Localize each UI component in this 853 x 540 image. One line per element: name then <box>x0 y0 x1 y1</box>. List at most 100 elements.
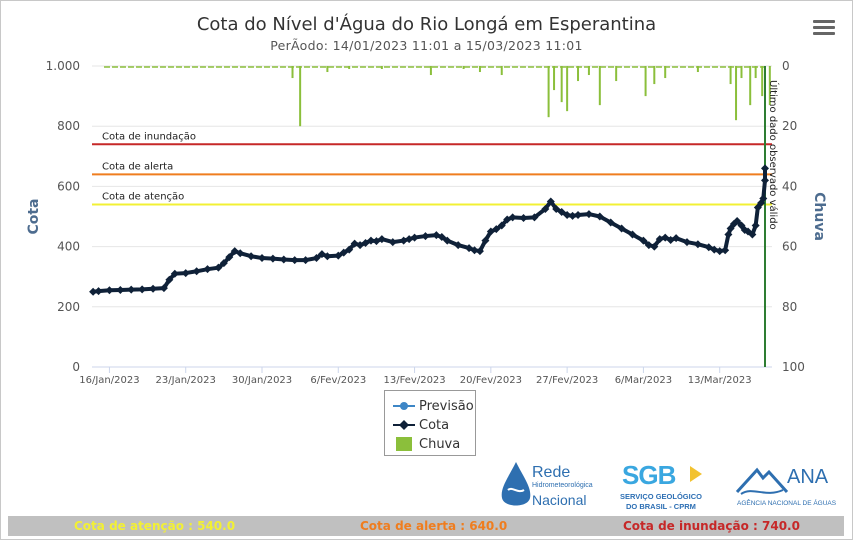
rain-bar <box>696 66 699 73</box>
rede-hidrometeorologica-logo: Rede Hidrometeorológica Nacional <box>498 460 608 512</box>
cota-point <box>470 246 479 255</box>
x-tick-label: 6/Fev/2023 <box>310 375 366 386</box>
legend-item-previsao[interactable]: Previsão <box>393 397 474 415</box>
cota-point <box>345 245 354 254</box>
legend-label-previsao: Previsão <box>419 398 474 414</box>
cota-point <box>733 217 742 226</box>
legend-symbol-previsao <box>393 399 415 413</box>
y2-tick-label: 100 <box>782 360 805 374</box>
cota-point <box>761 176 769 185</box>
cota-point <box>497 221 506 230</box>
rain-bar <box>768 66 771 106</box>
x-tick-label: 16/Jan/2023 <box>79 375 139 386</box>
cota-point <box>410 233 419 242</box>
cota-point <box>181 269 190 278</box>
x-tick-label: 23/Jan/2023 <box>156 375 216 386</box>
cota-point <box>214 263 223 272</box>
cota-point <box>617 224 626 233</box>
rain-bar <box>547 66 550 118</box>
cota-point <box>519 214 528 223</box>
ana-wave-icon <box>735 467 789 495</box>
y-tick-label: 0 <box>72 360 80 374</box>
rain-bar <box>429 66 432 76</box>
cota-point <box>454 241 463 250</box>
rain-bar <box>749 66 752 106</box>
cota-point <box>508 213 517 222</box>
cota-point <box>159 284 168 293</box>
cota-point <box>481 236 490 245</box>
rede-logo-line2: Hidrometeorológica <box>532 482 593 489</box>
threshold-label: Cota de alerta <box>102 161 173 172</box>
ana-logo: ANA AGÊNCIA NACIONAL DE ÁGUAS <box>735 462 837 512</box>
chart-subtitle: PerÃodo: 14/01/2023 11:01 a 15/03/2023 1… <box>270 38 583 53</box>
cota-point <box>149 284 158 293</box>
threshold-footer: Cota de atenção : 540.0 Cota de alerta :… <box>8 516 844 536</box>
cota-point <box>339 248 348 257</box>
cota-point <box>650 242 659 251</box>
legend-symbol-chuva <box>393 437 415 451</box>
y2-tick-label: 20 <box>782 119 797 133</box>
cota-point <box>693 240 702 249</box>
rain-bar <box>598 66 601 106</box>
y-tick-label: 1.000 <box>46 59 80 73</box>
cota-point <box>530 213 539 222</box>
rain-bar <box>566 66 569 112</box>
x-tick-label: 6/Mar/2023 <box>615 375 672 386</box>
hamburger-menu-icon[interactable] <box>813 20 835 38</box>
cota-point <box>312 254 321 263</box>
footer-cota-atencao: Cota de atenção : 540.0 <box>74 519 236 533</box>
cota-point <box>759 194 768 203</box>
cota-point <box>301 256 310 265</box>
cota-point <box>557 207 566 216</box>
legend-label-chuva: Chuva <box>419 436 461 452</box>
y2-tick-label: 0 <box>782 59 790 73</box>
cota-point <box>258 254 266 263</box>
cota-point <box>748 230 757 239</box>
cota-point <box>639 236 648 245</box>
rain-bar <box>761 66 764 97</box>
legend-item-chuva[interactable]: Chuva <box>393 435 460 453</box>
threshold-label: Cota de atenção <box>102 191 184 202</box>
cota-point <box>724 230 733 239</box>
cota-point <box>595 212 604 221</box>
rain-bar <box>754 66 757 79</box>
rain-bar <box>478 66 481 73</box>
cota-point <box>192 267 201 276</box>
cota-point <box>574 210 583 219</box>
y-tick-label: 400 <box>57 240 80 254</box>
legend-item-cota[interactable]: Cota <box>393 416 449 434</box>
legend-label-cota: Cota <box>419 417 450 433</box>
legend-symbol-cota <box>393 418 415 432</box>
cota-point <box>247 252 256 261</box>
y2-tick-label: 80 <box>782 300 797 314</box>
cota-point <box>606 218 615 227</box>
chart-legend: Previsão Cota Chuva <box>384 390 476 456</box>
y2-tick-label: 60 <box>782 240 797 254</box>
cota-point <box>170 269 179 278</box>
sgb-logo-line2: DO BRASIL - CPRM <box>626 502 696 511</box>
cota-point <box>334 251 343 260</box>
y-tick-label: 200 <box>57 300 80 314</box>
y-axis-title: Cota <box>26 198 42 234</box>
y-tick-label: 800 <box>57 119 80 133</box>
x-tick-label: 30/Jan/2023 <box>232 375 292 386</box>
x-tick-label: 20/Fev/2023 <box>460 375 522 386</box>
rain-bar <box>326 66 329 73</box>
rain-bar <box>553 66 556 91</box>
last-observation-label: Último dado observado válido <box>767 80 780 230</box>
threshold-label: Cota de inundação <box>102 131 196 142</box>
rede-logo-line1: Rede <box>532 464 571 481</box>
cota-point <box>761 164 769 173</box>
rain-bar <box>740 66 743 79</box>
cota-point <box>290 256 299 265</box>
cota-point <box>219 259 228 268</box>
rain-bar <box>729 66 732 85</box>
ana-logo-line1: AGÊNCIA NACIONAL DE ÁGUAS <box>737 500 837 507</box>
cota-point <box>279 255 288 264</box>
cota-point <box>721 246 730 255</box>
sgb-arrow-icon <box>690 466 702 482</box>
rain-bar <box>644 66 647 97</box>
cota-point <box>138 285 147 294</box>
cota-point <box>388 238 397 247</box>
